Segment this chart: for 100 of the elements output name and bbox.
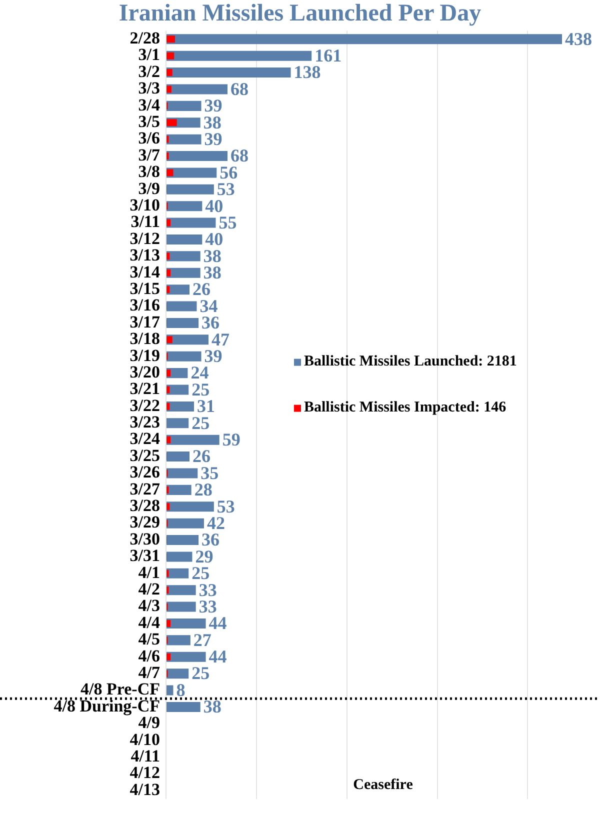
bar [166,502,214,512]
y-tick-label: 3/2 [138,62,160,81]
legend-label: Ballistic Missiles Impacted: 146 [304,400,507,416]
y-tick-label: 3/29 [130,512,160,532]
y-tick-label: 4/9 [138,713,160,732]
legend-label: Ballistic Missiles Launched: 2181 [304,354,517,370]
y-tick-label: 4/4 [138,612,160,632]
y-tick-label: 3/13 [130,246,160,265]
bar [166,86,172,93]
bar [166,336,172,344]
bar [166,535,199,546]
bar [166,468,198,478]
y-tick-label: 3/17 [130,312,160,332]
bar [166,602,196,612]
annotation: Ceasefire [353,777,414,794]
bar [166,434,220,445]
y-tick-label: 4/5 [138,630,160,649]
bar [166,286,170,294]
y-tick-label: 2/28 [130,28,160,48]
bar [166,269,171,276]
bar [166,284,190,295]
bar [166,318,199,328]
data-label: 68 [230,78,248,99]
y-tick-label: 3/22 [130,396,160,415]
y-tick-label: 3/27 [130,479,160,498]
data-label: 438 [565,28,592,49]
bar [166,518,204,528]
bar [166,201,202,212]
bar [166,436,171,444]
y-tick-label: 4/12 [130,763,160,782]
bar [166,484,192,495]
y-tick-label: 3/8 [138,162,160,182]
bar [166,50,312,61]
y-tick-label: 3/6 [138,128,160,148]
bar [166,100,202,111]
bar [166,635,190,646]
y-tick-label: 4/13 [130,780,160,799]
y-tick-label: 3/20 [130,362,160,382]
y-tick-label: 3/30 [130,529,160,548]
bar [166,334,208,345]
data-label: 38 [203,696,222,717]
bar [166,219,171,226]
y-tick-label: 3/18 [130,329,160,348]
bar [166,268,200,278]
bar [166,251,200,262]
bar [166,252,170,260]
y-tick-label: 3/9 [138,178,160,198]
y-tick-label: 3/21 [130,379,160,398]
data-label: 44 [208,646,227,667]
bar [166,184,214,194]
bar [166,568,189,578]
y-tick-label: 3/10 [130,195,160,214]
bar [166,119,177,126]
bar [166,702,200,712]
y-tick-label: 4/3 [138,596,160,616]
y-tick-label: 4/8 Pre-CF [80,680,160,699]
bar [166,452,190,462]
bar [166,301,197,312]
y-tick-label: 3/31 [130,546,160,566]
bar [166,134,202,144]
bar [166,384,189,395]
bar [166,402,170,410]
y-tick-label: 3/23 [130,412,160,432]
y-tick-label: 4/2 [138,579,160,598]
bar [166,370,171,377]
y-tick-label: 4/1 [138,562,160,582]
bar [166,36,176,43]
y-tick-label: 3/12 [130,228,160,248]
bar [166,69,172,76]
y-tick-label: 3/16 [130,296,160,315]
bar [166,68,291,78]
y-tick-label: 4/11 [130,746,160,766]
bar [166,620,171,627]
bar [166,618,206,629]
bar [166,653,171,660]
bar [166,84,228,94]
y-tick-label: 4/6 [138,646,160,666]
bar [166,503,170,510]
bar [166,668,189,679]
bar [166,401,194,412]
bar [166,351,202,362]
bar [166,34,562,44]
bar [166,418,189,428]
y-tick-label: 4/10 [130,730,160,749]
y-tick-label: 3/7 [138,145,160,164]
y-tick-label: 3/5 [138,112,160,132]
bar [166,52,174,60]
y-tick-label: 4/8 During-CF [54,696,160,716]
y-tick-label: 3/4 [138,95,160,114]
data-label: 59 [222,430,240,450]
y-tick-label: 3/25 [130,446,160,465]
y-tick-label: 3/11 [130,212,160,232]
bar [166,685,174,696]
chart-title: Iranian Missiles Launched Per Day [118,0,482,27]
data-label: 27 [193,630,212,650]
data-label: 25 [192,663,210,684]
y-tick-label: 4/7 [138,662,160,682]
y-tick-label: 3/14 [130,262,160,282]
bar [166,168,217,178]
y-tick-label: 3/3 [138,78,160,98]
